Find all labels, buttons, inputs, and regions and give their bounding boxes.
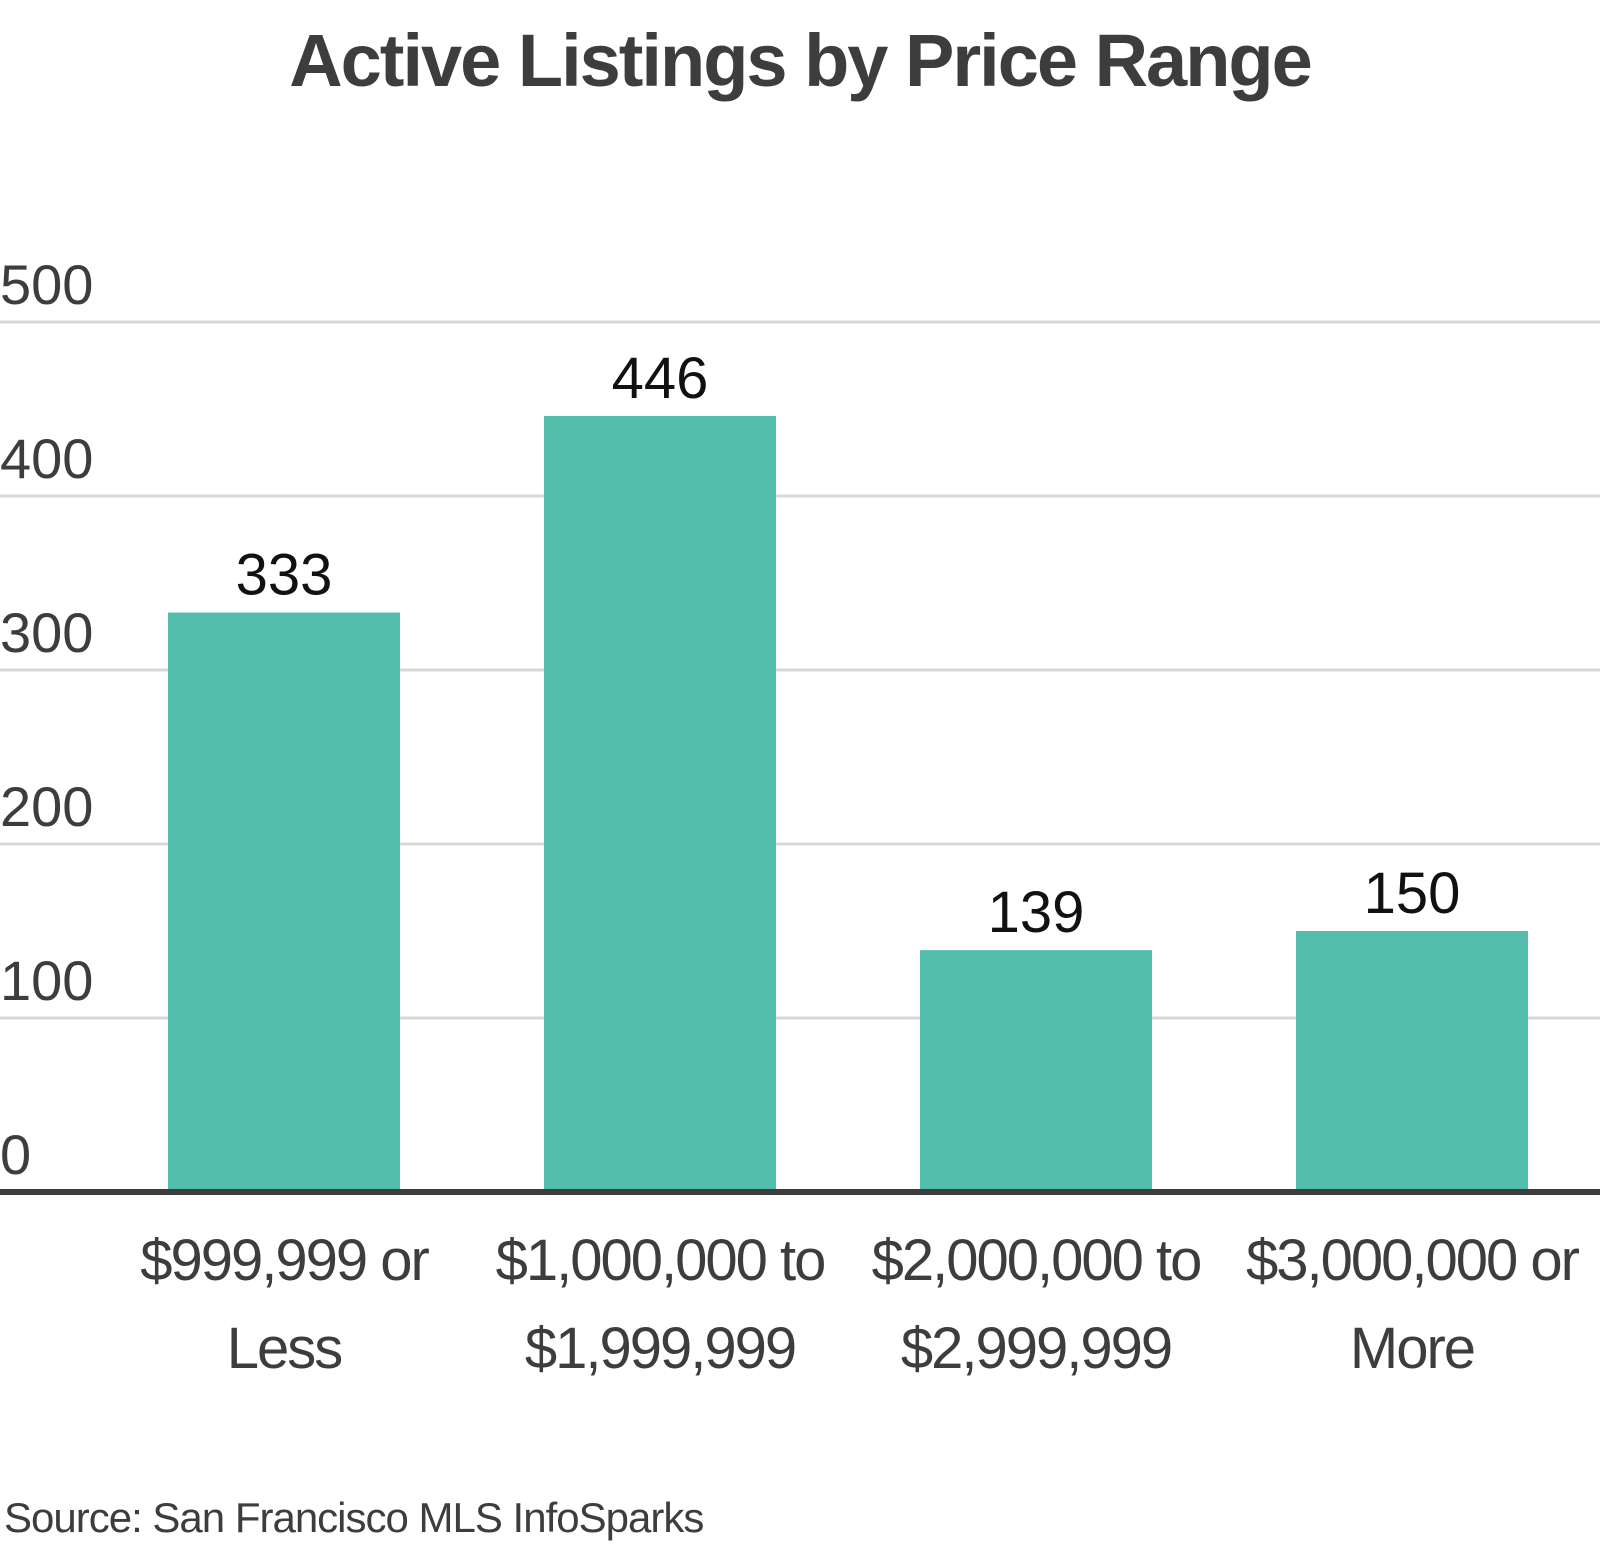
source-note: Source: San Francisco MLS InfoSparks [4, 1494, 704, 1541]
data-label: 333 [236, 543, 333, 608]
y-tick-label: 200 [0, 775, 93, 838]
bar [920, 950, 1152, 1192]
x-tick-label: $3,000,000 or [1246, 1228, 1580, 1293]
data-labels: 333 446 139 150 [236, 346, 1461, 945]
data-label: 139 [988, 880, 1085, 945]
y-tick-label: 500 [0, 253, 93, 316]
data-label: 150 [1364, 861, 1461, 926]
x-tick-label: More [1350, 1316, 1474, 1381]
data-label: 446 [612, 346, 709, 411]
y-tick-label: 100 [0, 949, 93, 1012]
bar [544, 415, 776, 1193]
x-axis-tick-labels: $999,999 or Less $1,000,000 to $1,999,999 $2… [140, 1228, 1581, 1381]
chart-title: Active Listings by Price Range [289, 19, 1313, 102]
x-tick-label: Less [227, 1316, 342, 1381]
bars [168, 415, 1528, 1193]
x-tick-label: $1,000,000 to [496, 1228, 825, 1293]
x-tick-label: $2,999,999 [901, 1316, 1171, 1381]
y-axis-tick-labels: 0 100 200 300 400 500 [0, 253, 93, 1186]
x-tick-label: $999,999 or [140, 1228, 429, 1293]
y-tick-label: 300 [0, 601, 93, 664]
y-tick-label: 400 [0, 427, 93, 490]
x-tick-label: $2,000,000 to [872, 1228, 1201, 1293]
x-tick-label: $1,999,999 [525, 1316, 795, 1381]
bar [1296, 931, 1528, 1192]
bar [168, 612, 400, 1192]
y-tick-label: 0 [0, 1123, 31, 1186]
